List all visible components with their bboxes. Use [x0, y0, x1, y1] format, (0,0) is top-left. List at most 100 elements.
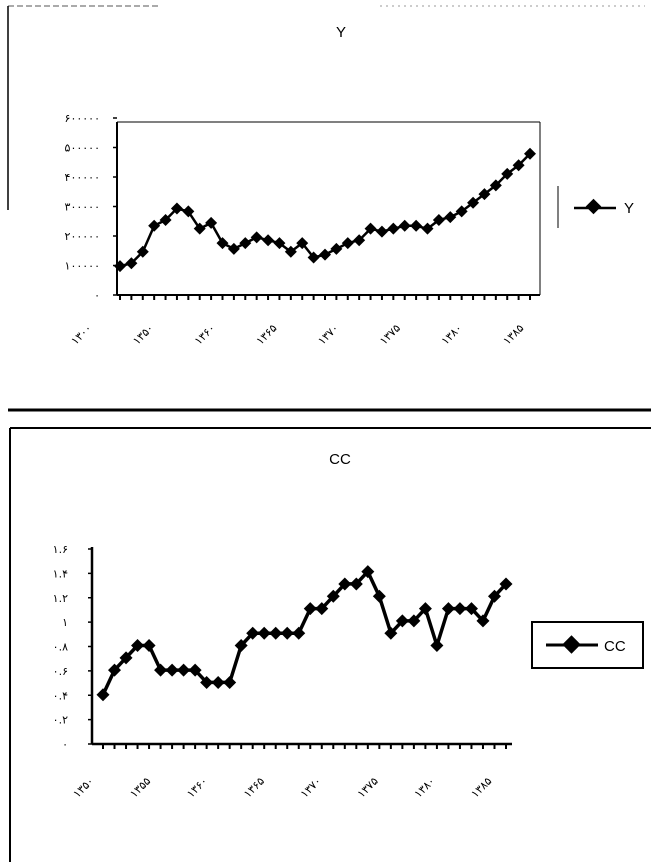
data-point-marker [364, 222, 377, 235]
data-point-marker [280, 626, 294, 640]
x-tick-label: ۱۳۶۵ [254, 322, 280, 348]
x-tick-label: ۱۳۰۰ [69, 322, 95, 348]
data-point-marker [441, 602, 455, 616]
data-point-marker [319, 248, 331, 261]
y-tick-label: ۰.۲ [53, 714, 68, 727]
data-point-marker [170, 202, 183, 215]
data-point-marker [407, 614, 421, 628]
y-tick-label: ۵۰۰۰۰۰ [65, 142, 100, 155]
data-point-marker [257, 626, 271, 640]
x-tick-label: ۱۳۷۵ [355, 775, 381, 801]
y-tick-label: ۰ [62, 738, 68, 751]
data-point-marker [330, 242, 343, 255]
chart2-y-tick-labels: ۱.۶ ۱.۴ ۱.۲ ۱ ۰.۸ ۰.۶ ۰.۴ ۰.۲ ۰ [53, 543, 92, 751]
data-point-marker [361, 565, 375, 579]
x-tick-label: ۱۳۸۰ [439, 322, 465, 348]
data-point-marker [487, 589, 501, 603]
data-point-marker [108, 663, 122, 677]
data-point-marker [227, 242, 240, 255]
data-point-marker [246, 626, 260, 640]
y-tick-label: ۱۰۰۰۰۰ [65, 260, 100, 273]
y-tick-label: ۱.۲ [53, 592, 68, 605]
data-point-marker [501, 167, 514, 180]
data-point-marker [193, 222, 206, 235]
data-point-marker [234, 639, 248, 652]
y-tick-label: ۱.۶ [53, 543, 68, 556]
data-point-marker [338, 577, 352, 591]
data-point-marker [142, 639, 156, 652]
data-point-marker [315, 602, 329, 616]
data-point-marker [273, 237, 286, 250]
data-point-marker [188, 663, 202, 677]
data-point-marker [269, 626, 283, 640]
chart2-title: CC [329, 451, 351, 468]
x-tick-label: ۱۳۸۵ [469, 775, 495, 801]
data-point-marker [326, 589, 340, 603]
x-tick-label: ۱۳۵۵ [127, 775, 153, 801]
x-tick-label: ۱۳۵۰ [130, 322, 156, 348]
data-point-marker [444, 211, 457, 224]
data-point-marker [159, 214, 172, 227]
chart2-legend-label: CC [604, 638, 626, 655]
data-point-marker [512, 159, 525, 172]
data-point-marker [349, 577, 363, 591]
chart1-legend-label: Y [624, 200, 634, 217]
data-point-marker [114, 260, 126, 273]
data-point-marker [453, 602, 467, 616]
data-point-marker [96, 688, 110, 702]
data-point-marker [205, 216, 218, 229]
data-point-marker [239, 237, 252, 250]
data-point-marker [211, 675, 225, 689]
data-point-marker [341, 237, 354, 250]
y-tick-label: ۰.۴ [53, 689, 68, 702]
data-point-marker [119, 651, 133, 665]
data-point-marker [489, 179, 502, 192]
chart1-title: Y [336, 24, 346, 41]
y-tick-label: ۰ [94, 289, 100, 302]
chart2-legend-marker [562, 635, 581, 654]
chart2-series-cc [96, 565, 513, 702]
data-point-marker [262, 234, 275, 247]
data-point-marker [499, 577, 513, 591]
data-point-marker [395, 614, 409, 628]
data-point-marker [476, 614, 490, 628]
y-tick-label: ۱.۴ [53, 567, 68, 580]
x-tick-label: ۱۳۶۰ [184, 775, 210, 801]
data-point-marker [464, 602, 478, 616]
data-point-marker [223, 675, 237, 689]
y-tick-label: ۳۰۰۰۰۰ [65, 201, 100, 214]
data-point-marker [165, 663, 179, 677]
chart1-x-tick-labels: ۱۳۰۰ ۱۳۵۰ ۱۳۶۰ ۱۳۶۵ ۱۳۷۰ ۱۳۷۵ ۱۳۸۰ ۱۳۸۵ [69, 322, 527, 348]
x-tick-label: ۱۳۶۰ [192, 322, 218, 348]
x-tick-label: ۱۳۶۵ [241, 775, 267, 801]
data-point-marker [154, 663, 168, 677]
data-point-marker [182, 205, 195, 218]
data-point-marker [375, 225, 388, 238]
y-tick-label: ۲۰۰۰۰۰ [65, 230, 100, 243]
y-tick-label: ۶۰۰۰۰۰ [65, 112, 100, 125]
data-point-marker [372, 589, 386, 603]
data-point-marker [398, 219, 411, 232]
x-tick-label: ۱۳۸۰ [412, 775, 438, 801]
data-point-marker [250, 231, 263, 244]
x-tick-label: ۱۳۷۵ [377, 322, 403, 348]
data-point-marker [353, 234, 366, 247]
chart2-x-minor-ticks [102, 744, 507, 749]
chart1-series-y [114, 147, 536, 273]
data-point-marker [136, 245, 149, 258]
data-point-marker [455, 205, 468, 218]
data-point-marker [296, 237, 309, 250]
chart2-x-tick-labels: ۱۳۵۰ ۱۳۵۵ ۱۳۶۰ ۱۳۶۵ ۱۳۷۰ ۱۳۷۵ ۱۳۸۰ ۱۳۸۵ [71, 775, 495, 801]
data-point-marker [148, 219, 161, 232]
data-point-marker [125, 257, 138, 270]
y-tick-label: ۰.۶ [53, 665, 68, 678]
x-tick-label: ۱۳۸۵ [501, 322, 527, 348]
data-point-marker [418, 602, 432, 616]
data-point-marker [478, 188, 491, 201]
y-tick-label: ۰.۸ [53, 641, 68, 654]
data-point-marker [292, 626, 306, 640]
x-tick-label: ۱۳۵۰ [71, 775, 97, 801]
data-point-marker [284, 245, 297, 258]
